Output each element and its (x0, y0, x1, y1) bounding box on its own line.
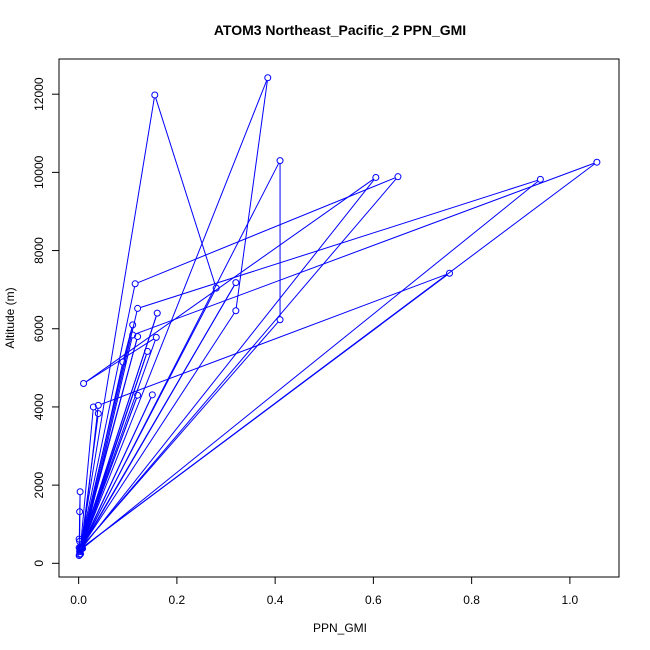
y-tick-label: 6000 (32, 315, 46, 342)
series-segment (81, 80, 268, 548)
data-point (143, 347, 151, 355)
series-segment (82, 163, 280, 547)
data-point (394, 173, 402, 181)
data-point (593, 158, 601, 166)
x-tick-label: 0.2 (169, 593, 186, 607)
series-segment (79, 409, 94, 548)
series-segment (81, 284, 235, 548)
x-axis: 0.0 0.2 0.4 0.6 0.8 1.0 (70, 576, 579, 607)
series-segment (81, 340, 156, 546)
data-point (80, 379, 88, 387)
data-point (75, 535, 83, 543)
data-point (148, 391, 156, 399)
series-segment (83, 179, 375, 547)
data-point (276, 157, 284, 165)
x-tick-label: 0.0 (70, 593, 87, 607)
y-tick-label: 4000 (32, 393, 46, 420)
x-tick-label: 1.0 (562, 593, 579, 607)
series-segment (135, 162, 595, 335)
data-point (129, 321, 137, 329)
data-point (152, 333, 160, 341)
data-point (76, 545, 84, 553)
series-segment (81, 408, 99, 545)
data-point (94, 401, 102, 409)
data-point (134, 333, 142, 341)
y-tick-label: 2000 (32, 471, 46, 498)
data-point (134, 391, 142, 399)
series-segment (85, 178, 374, 383)
series-segment (100, 273, 447, 405)
series-segment (80, 97, 155, 547)
series-segment (81, 311, 138, 546)
data-point (134, 304, 142, 312)
data-point (232, 307, 240, 315)
data-point (276, 316, 284, 324)
series-points (75, 74, 601, 559)
series-segment (140, 179, 538, 308)
series-segment (80, 286, 136, 546)
series-segment (81, 397, 138, 546)
series-segment (155, 97, 216, 286)
data-point (76, 488, 84, 496)
series-lines (78, 80, 595, 553)
data-point (78, 544, 86, 552)
series-segment (137, 177, 396, 284)
series-segment (84, 180, 539, 547)
y-tick-label: 0 (32, 560, 46, 567)
data-point (76, 508, 84, 516)
data-point (536, 175, 544, 183)
data-point (89, 403, 97, 411)
series-segment (82, 337, 133, 546)
series-segment (81, 313, 235, 548)
data-point (232, 279, 240, 287)
y-tick-label: 10000 (32, 155, 46, 189)
x-tick-label: 0.8 (463, 593, 480, 607)
y-axis: 0 2000 4000 6000 8000 10000 12000 (32, 77, 60, 567)
data-point (129, 331, 137, 339)
series-segment (80, 327, 133, 545)
data-point (151, 91, 159, 99)
data-point (212, 284, 220, 292)
x-tick-label: 0.4 (267, 593, 284, 607)
y-tick-label: 12000 (32, 77, 46, 111)
data-point (446, 269, 454, 277)
data-point (372, 173, 380, 181)
series-segment (82, 274, 448, 548)
series-segment (235, 80, 268, 308)
data-point (264, 74, 272, 82)
y-tick-label: 8000 (32, 237, 46, 264)
data-point (153, 309, 161, 317)
x-axis-label: PPN_GMI (313, 621, 367, 635)
x-tick-label: 0.6 (365, 593, 382, 607)
data-point (119, 358, 127, 366)
series-segment (80, 315, 157, 547)
data-point (131, 280, 139, 288)
y-axis-label: Altitude (m) (3, 287, 17, 348)
chart-title: ATOM3 Northeast_Pacific_2 PPN_GMI (214, 22, 466, 38)
data-point (94, 410, 102, 418)
series-segment (82, 178, 397, 546)
series-segment (81, 397, 152, 546)
